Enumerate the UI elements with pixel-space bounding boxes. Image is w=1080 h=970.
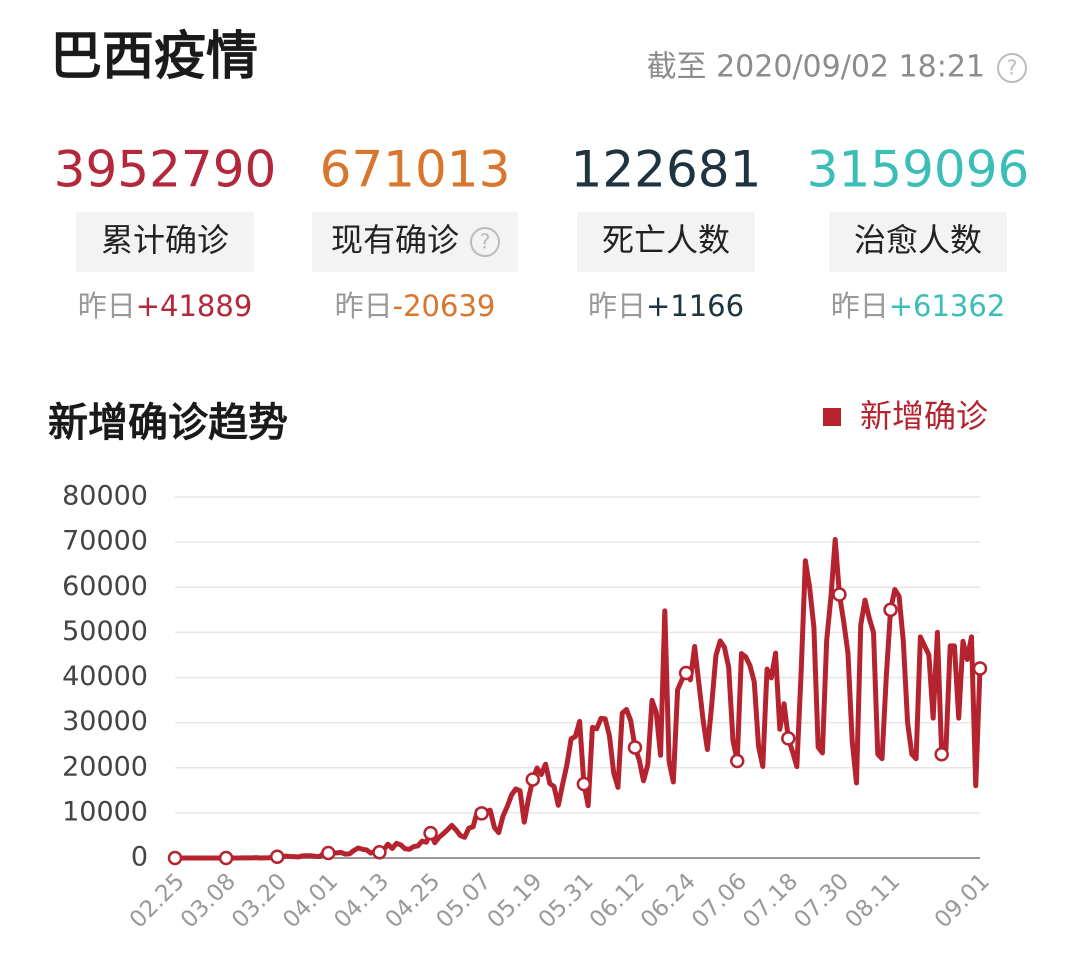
data-point <box>576 776 592 792</box>
data-line <box>175 537 983 861</box>
stat-value: 3952790 <box>54 141 277 199</box>
stat-yesterday: 昨日+41889 <box>78 289 253 323</box>
y-tick-label: 20000 <box>62 751 148 782</box>
y-tick-label: 80000 <box>62 481 148 512</box>
stat-label-box <box>76 212 254 272</box>
help-icon[interactable]: ? <box>470 227 500 257</box>
yesterday-delta: +41889 <box>136 289 253 323</box>
stat-yesterday: 昨日+61362 <box>831 289 1006 323</box>
stat-value: 3159096 <box>807 141 1030 199</box>
y-tick-label: 30000 <box>62 706 148 737</box>
data-point <box>627 740 643 755</box>
data-point <box>372 845 387 860</box>
help-icon[interactable]: ? <box>997 53 1027 83</box>
yesterday-delta: +61362 <box>889 289 1006 323</box>
stat-label: 治愈人数 <box>854 221 982 259</box>
legend-label: 新增确诊 <box>860 397 988 435</box>
stat-label: 累计确诊 <box>101 221 229 259</box>
data-point <box>934 746 949 762</box>
svg-text:?: ? <box>1007 56 1018 80</box>
y-tick-label: 10000 <box>62 796 148 827</box>
data-point <box>678 665 694 681</box>
yesterday-delta: +1166 <box>646 289 744 323</box>
y-tick-label: 60000 <box>62 571 148 602</box>
data-point <box>781 731 796 746</box>
yesterday-delta: -20639 <box>393 289 496 323</box>
chart-title: 新增确诊趋势 <box>48 400 288 446</box>
y-tick-label: 40000 <box>62 661 148 692</box>
data-point <box>729 753 745 769</box>
data-point <box>167 850 183 866</box>
yesterday-label: 昨日 <box>78 289 136 323</box>
data-point <box>269 849 285 864</box>
data-point <box>423 825 438 841</box>
data-point <box>525 772 541 787</box>
stat-label: 死亡人数 <box>602 221 730 259</box>
data-point <box>883 602 898 618</box>
yesterday-label: 昨日 <box>588 289 646 323</box>
y-tick-label: 0 <box>131 842 148 873</box>
stat-label-box <box>577 212 755 272</box>
help-mark: ? <box>480 230 491 254</box>
stat-label-box <box>312 212 518 272</box>
stat-yesterday: 昨日+1166 <box>588 289 744 323</box>
page-title: 巴西疫情 <box>50 27 258 87</box>
stat-label: 现有确诊 <box>331 221 459 259</box>
yesterday-label: 昨日 <box>831 289 889 323</box>
yesterday-label: 昨日 <box>335 289 393 323</box>
help-circle <box>470 227 500 257</box>
stat-value: 671013 <box>320 141 511 199</box>
y-tick-label: 50000 <box>62 616 148 647</box>
as-of-time: 截至 2020/09/02 18:21 <box>647 50 985 85</box>
legend-swatch <box>823 408 841 426</box>
y-tick-label: 70000 <box>62 526 148 557</box>
data-point <box>832 587 847 602</box>
data-point <box>474 806 489 821</box>
data-point <box>972 661 988 676</box>
stat-value: 122681 <box>571 141 762 199</box>
data-point <box>321 845 336 861</box>
stat-label-box <box>829 212 1007 272</box>
data-point <box>218 850 234 866</box>
stat-yesterday: 昨日-20639 <box>335 289 496 323</box>
